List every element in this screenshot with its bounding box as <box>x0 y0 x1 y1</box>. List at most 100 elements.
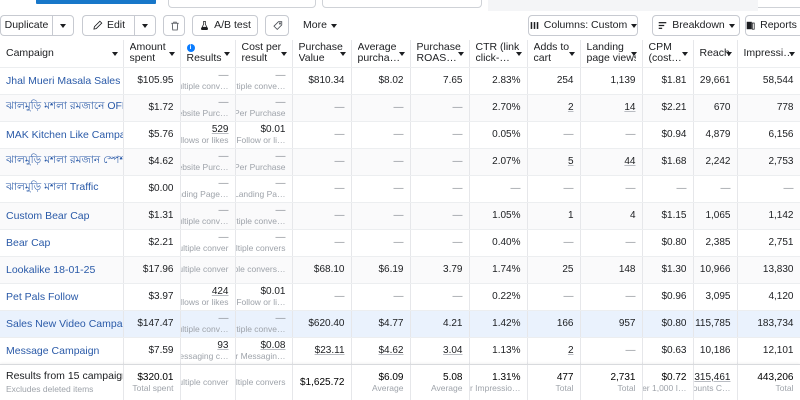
breakdown-button[interactable]: Breakdown <box>652 15 740 36</box>
campaign-name-cell[interactable]: Pet Pals Follow <box>0 283 124 311</box>
delete-button[interactable] <box>163 15 185 36</box>
campaign-name-cell[interactable]: Sales New Video Campaign <box>0 310 124 338</box>
column-menu-caret-icon[interactable] <box>223 52 230 56</box>
column-menu-caret-icon[interactable] <box>788 52 795 56</box>
campaign-name-link[interactable]: Jhal Mueri Masala Sales Camp… <box>6 74 122 87</box>
table-row[interactable]: Sales New Video Campaign$147.47—Multiple… <box>0 310 800 338</box>
metric-cell: — <box>292 121 352 149</box>
metric-value[interactable]: 93 <box>217 339 229 351</box>
duplicate-button[interactable]: Duplicate <box>0 15 52 36</box>
info-icon[interactable]: i <box>186 44 195 53</box>
partial-control-1[interactable] <box>168 0 316 8</box>
campaign-name-link[interactable]: Sales New Video Campaign <box>6 317 123 330</box>
campaign-name-link[interactable]: MAK Kitchen Like Campaign a <box>6 128 122 141</box>
table-row[interactable]: ঝালমুড়ি মশলা রমজান স্পেশাল…$4.62—Website… <box>0 148 800 176</box>
more-button[interactable]: More <box>297 15 343 36</box>
campaign-name-cell[interactable]: Custom Bear Cap <box>0 202 124 230</box>
table-row[interactable]: Lookalike 18-01-25 $17.96 Multiple conver M… <box>0 256 800 284</box>
campaign-name-cell[interactable]: ঝালমুড়ি মশলা Traffic <box>0 175 124 203</box>
metric-value: — <box>334 129 345 140</box>
campaign-name-link[interactable]: ঝালমুড়ি মশলা রমজানে OFFOR <box>6 100 122 112</box>
table-row[interactable]: Bear Cap$2.21—Multiple conver—Multiple c… <box>0 229 800 257</box>
campaign-name-link[interactable]: Pet Pals Follow <box>6 290 79 303</box>
campaign-name-link[interactable]: Lookalike 18-01-25 <box>6 263 96 276</box>
table-row[interactable]: ঝালমুড়ি মশলা Traffic$0.00—Landing Page…—… <box>0 175 800 203</box>
column-menu-caret-icon[interactable] <box>725 52 732 56</box>
metric-value[interactable]: 5 <box>567 156 574 167</box>
campaign-name-link[interactable]: Custom Bear Cap <box>6 209 90 222</box>
metric-cell: $23.11 <box>292 337 352 365</box>
column-menu-caret-icon[interactable] <box>457 52 464 56</box>
metric-cell: 7.65 <box>410 67 470 95</box>
campaign-name-cell[interactable]: Jhal Mueri Masala Sales Camp… <box>0 67 124 95</box>
campaign-name-cell[interactable]: ঝালমুড়ি মশলা রমজান স্পেশাল… <box>0 148 124 176</box>
metric-value[interactable]: 3.04 <box>443 345 463 356</box>
campaign-name-link[interactable]: Bear Cap <box>6 236 51 249</box>
column-menu-caret-icon[interactable] <box>168 52 175 56</box>
column-header-cost-per[interactable]: Cost per result <box>235 40 293 68</box>
metric-value: — <box>334 291 345 302</box>
campaign-name-link[interactable]: Message Campaign <box>6 344 100 357</box>
ab-test-button[interactable]: A/B test <box>192 15 258 36</box>
edit-button[interactable]: Edit <box>82 15 134 36</box>
metric-cell: 25 <box>527 256 581 284</box>
column-header-cpm[interactable]: CPM (cost… <box>642 40 694 68</box>
column-menu-caret-icon[interactable] <box>568 52 575 56</box>
table-row[interactable]: Jhal Mueri Masala Sales Camp…$105.95—Mul… <box>0 67 800 95</box>
column-menu-caret-icon[interactable] <box>398 52 405 56</box>
column-header-purchase[interactable]: Purchase Value <box>292 40 352 68</box>
metric-value[interactable]: 529 <box>211 123 229 135</box>
column-header-reach[interactable]: Reach <box>693 40 738 68</box>
edit-dropdown-button[interactable] <box>134 15 156 36</box>
column-menu-caret-icon[interactable] <box>630 52 637 56</box>
column-menu-caret-icon[interactable] <box>681 52 688 56</box>
table-row[interactable]: Custom Bear Cap$1.31—Multiple conv…—Mult… <box>0 202 800 230</box>
table-row[interactable]: Message Campaign$7.5993Messaging c…$0.08… <box>0 337 800 365</box>
metric-value[interactable]: $4.62 <box>378 345 404 356</box>
columns-button[interactable]: Columns: Custom <box>528 15 638 36</box>
metric-value[interactable]: $0.08 <box>260 339 286 351</box>
metric-value[interactable]: $23.11 <box>314 345 345 356</box>
column-header-landing[interactable]: Landing page views <box>580 40 643 68</box>
tag-button[interactable] <box>265 15 289 36</box>
column-menu-caret-icon[interactable] <box>280 52 287 56</box>
column-header-adds-to[interactable]: Adds to cart <box>527 40 581 68</box>
campaign-name-cell[interactable]: Bear Cap <box>0 229 124 257</box>
column-header-purchase[interactable]: Purchase ROAS… <box>410 40 470 68</box>
metric-value[interactable]: 14 <box>624 102 636 113</box>
column-menu-caret-icon[interactable] <box>339 52 346 56</box>
column-header-ctr-link[interactable]: CTR (link click-… <box>469 40 528 68</box>
campaigns-table-container[interactable]: Campaign Amount spent i Results Cost per resul… <box>0 40 800 400</box>
metric-value: — <box>720 183 731 194</box>
metric-value: 4 <box>629 210 636 221</box>
column-header-impressi[interactable]: Impressi… <box>737 40 800 68</box>
table-row[interactable]: Pet Pals Follow$3.97424Follows or likes$… <box>0 283 800 311</box>
reports-button[interactable]: Reports <box>745 15 800 36</box>
duplicate-dropdown-button[interactable] <box>52 15 74 36</box>
column-header-label: Impressi… <box>743 47 794 59</box>
column-menu-caret-icon[interactable] <box>515 52 522 56</box>
campaign-name-cell[interactable]: Lookalike 18-01-25 <box>0 256 124 284</box>
summary-metric-value[interactable]: 315,461 <box>694 371 731 383</box>
table-row[interactable]: ঝালমুড়ি মশলা রমজানে OFFOR$1.72—Website P… <box>0 94 800 122</box>
partial-control-3[interactable] <box>752 0 800 8</box>
column-header-amount[interactable]: Amount spent <box>123 40 181 68</box>
metric-cell: — <box>351 229 411 257</box>
column-header-results[interactable]: i Results <box>180 40 236 68</box>
table-row[interactable]: MAK Kitchen Like Campaign a $5.76 529Follo… <box>0 121 800 149</box>
metric-value: $1.30 <box>661 264 687 275</box>
column-header-campaign[interactable]: Campaign <box>0 40 124 68</box>
metric-value[interactable]: 2 <box>567 102 574 113</box>
column-header-average[interactable]: Average purcha… <box>351 40 411 68</box>
metric-value[interactable]: 424 <box>211 285 229 297</box>
metric-value[interactable]: 44 <box>624 156 636 167</box>
partial-control-2[interactable] <box>322 0 482 8</box>
metric-value[interactable]: 2 <box>567 345 574 356</box>
metric-value: — <box>510 183 521 194</box>
campaign-name-link[interactable]: ঝালমুড়ি মশলা Traffic <box>6 181 99 193</box>
campaign-name-cell[interactable]: MAK Kitchen Like Campaign a <box>0 121 124 149</box>
campaign-name-cell[interactable]: ঝালমুড়ি মশলা রমজানে OFFOR <box>0 94 124 122</box>
campaign-name-link[interactable]: ঝালমুড়ি মশলা রমজান স্পেশাল… <box>6 154 122 166</box>
campaign-name-cell[interactable]: Message Campaign <box>0 337 124 365</box>
column-menu-caret-icon[interactable] <box>111 52 118 56</box>
